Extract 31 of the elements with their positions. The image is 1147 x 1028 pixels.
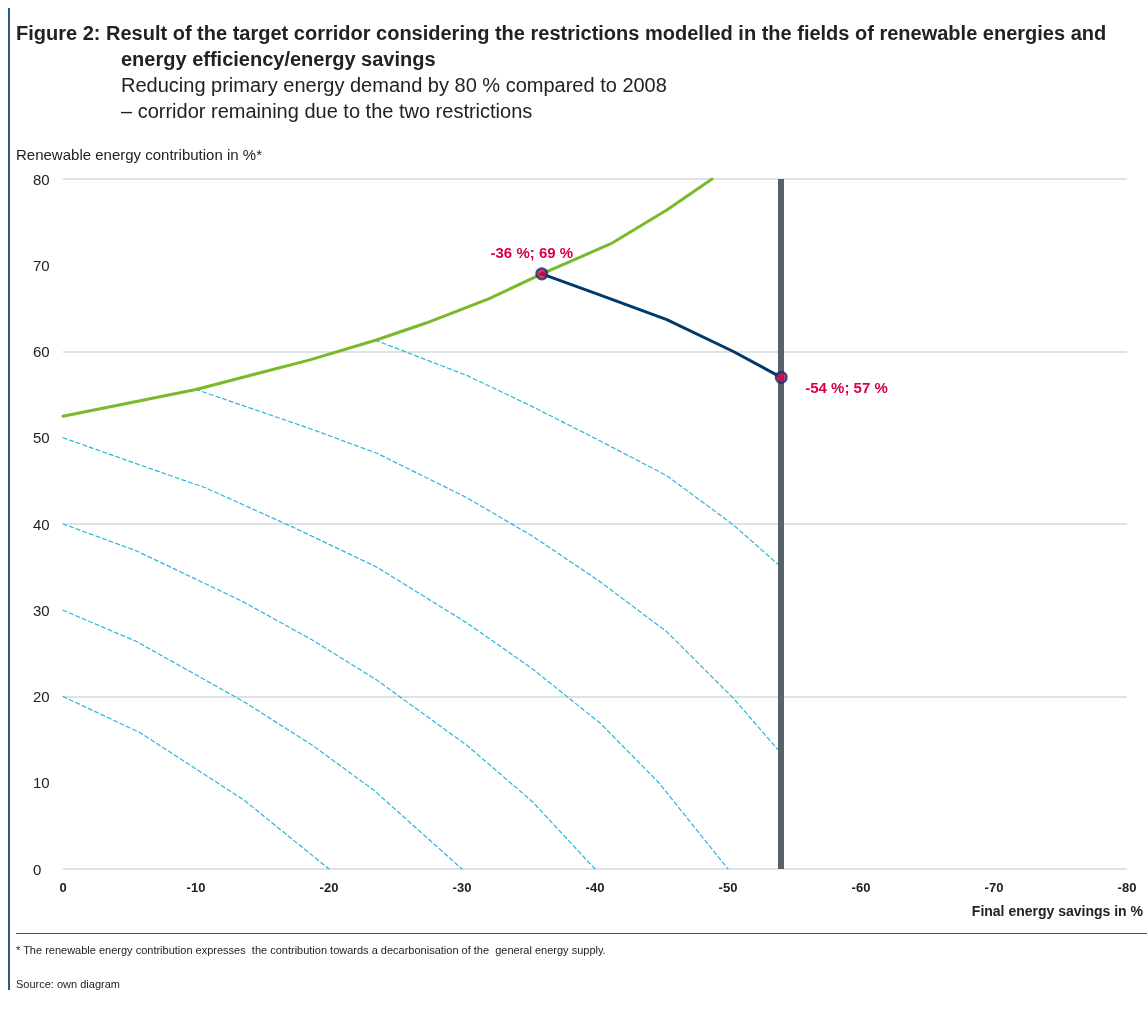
source-note: Source: own diagram [16,978,121,990]
x-tick-label: -50 [718,880,738,895]
line-series [62,609,463,870]
line-series [62,695,330,870]
x-tick-label: -20 [319,880,339,895]
chart-title: Figure 2: Result of the target corridor considering the restrictions modelled in the fields of renewable energies and energy efficiency/energy savings [16,21,1108,72]
annotation: -54 %; 57 % [805,378,888,396]
y-axis-title: Renewable energy contribution in %* [16,146,263,163]
text: * The renewable energy contribution expresses the contribution towards a decarbonisation of the general energy supply. [16,944,607,956]
y-tick-label: 70 [33,256,50,274]
y-tick-label: 10 [33,774,50,792]
x-tick-label: -70 [984,880,1004,895]
x-tick-label: -40 [585,880,605,895]
y-tick-label: 20 [33,688,50,705]
y-tick-label: 50 [33,429,50,447]
line-series [61,177,714,418]
x-tick-label: -30 [452,880,472,895]
line-series [62,523,596,870]
x-tick-label: 0 [59,880,67,895]
x-tick-label: -10 [186,880,206,895]
y-tick-label: 30 [33,601,50,619]
annotation: -36 %; 69 % [490,243,574,261]
x-tick-label: -60 [851,880,871,895]
y-tick-label: 60 [33,343,50,360]
y-tick-label: 40 [33,515,50,533]
x-tick-label: -80 [1117,880,1137,895]
y-tick-label: 80 [33,170,50,188]
line-series [62,437,729,870]
chart-subtitle: Reducing primary energy demand by 80 % compared to 2008 – corridor remaining due to the two restrictions [120,73,668,124]
x-axis-title: Final energy savings in % [970,903,1144,919]
y-tick-label: 0 [33,860,42,878]
